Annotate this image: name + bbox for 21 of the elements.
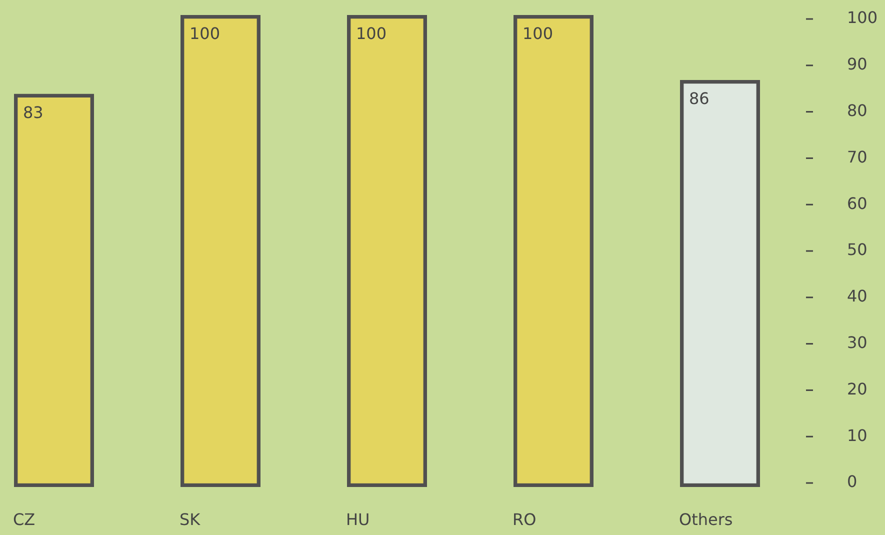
x-tick-label: SK	[180, 510, 201, 529]
y-tick-label: 80	[847, 100, 868, 120]
data-label: 100	[356, 24, 387, 43]
data-label: 86	[689, 88, 710, 108]
y-tick-label: 0	[847, 472, 858, 492]
y-tick-label: 30	[847, 332, 868, 352]
data-label: 100	[522, 24, 554, 43]
x-tick-label: HU	[346, 510, 370, 529]
y-tick-label: 60	[847, 194, 868, 213]
x-tick-label: RO	[512, 510, 536, 529]
data-label: 83	[23, 102, 44, 122]
y-tick-label: 20	[847, 379, 868, 398]
data-label: 100	[190, 24, 220, 43]
x-tick-label: Others	[679, 510, 733, 529]
y-tick-label: 70	[847, 147, 868, 166]
y-tick-label: 50	[847, 240, 868, 260]
y-tick-label: 40	[847, 286, 868, 306]
y-tick-label: 90	[847, 54, 868, 74]
y-tick-label: 10	[847, 426, 868, 445]
x-tick-label: CZ	[13, 510, 36, 529]
y-tick-label: 100	[847, 8, 878, 28]
